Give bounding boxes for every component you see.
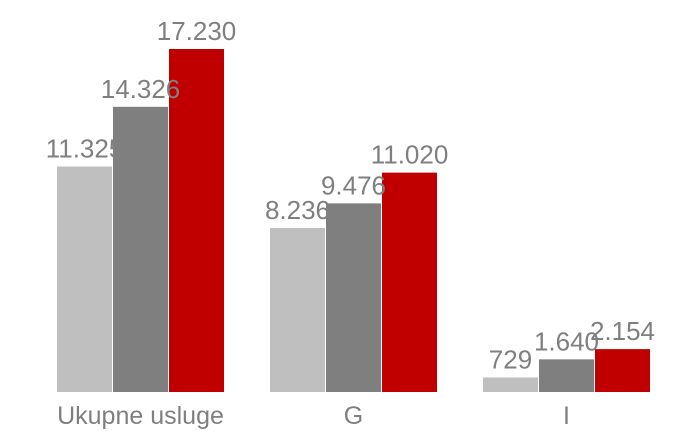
value-label-0-1: 14.326 [101, 74, 181, 104]
bar-0-1 [113, 106, 168, 392]
value-label-2-0: 729 [489, 344, 532, 374]
category-label-1: G [344, 402, 363, 430]
category-label-2: I [563, 402, 570, 430]
bar-2-1 [539, 359, 594, 392]
bar-1-0 [270, 228, 325, 392]
value-label-1-0: 8.236 [265, 195, 330, 225]
value-label-2-1: 1.640 [534, 326, 599, 356]
bars-layer [57, 49, 650, 392]
bar-0-0 [57, 166, 112, 392]
bar-2-2 [595, 349, 650, 392]
category-label-0: Ukupne usluge [57, 402, 224, 430]
value-label-0-2: 17.230 [157, 16, 237, 46]
value-label-2-2: 2.154 [590, 316, 655, 346]
category-labels-layer: Ukupne usluge G I [57, 402, 570, 430]
bar-0-2 [169, 49, 224, 392]
bar-1-2 [382, 172, 437, 392]
bar-2-0 [483, 377, 538, 392]
value-label-1-1: 9.476 [321, 170, 386, 200]
value-label-1-2: 11.020 [371, 140, 449, 170]
value-label-0-0: 11.325 [46, 134, 124, 164]
bar-1-1 [326, 203, 381, 392]
